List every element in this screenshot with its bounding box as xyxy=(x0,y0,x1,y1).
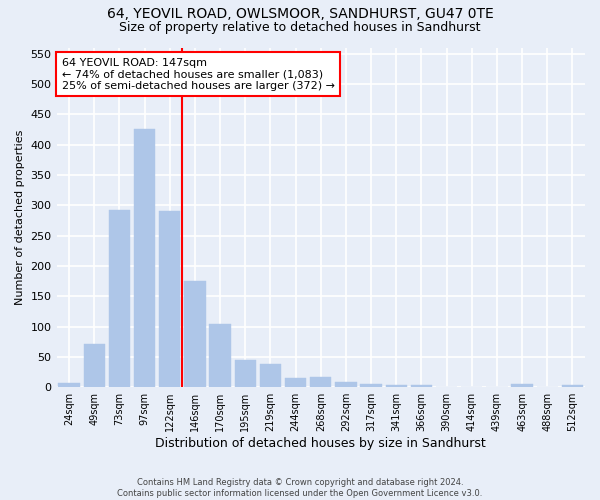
Bar xyxy=(335,382,356,387)
Y-axis label: Number of detached properties: Number of detached properties xyxy=(15,130,25,305)
Bar xyxy=(436,386,457,387)
Bar xyxy=(209,324,231,387)
Text: Contains HM Land Registry data © Crown copyright and database right 2024.
Contai: Contains HM Land Registry data © Crown c… xyxy=(118,478,482,498)
Bar xyxy=(361,384,382,387)
X-axis label: Distribution of detached houses by size in Sandhurst: Distribution of detached houses by size … xyxy=(155,437,486,450)
Bar xyxy=(310,377,331,387)
Text: Size of property relative to detached houses in Sandhurst: Size of property relative to detached ho… xyxy=(119,21,481,34)
Text: 64 YEOVIL ROAD: 147sqm
← 74% of detached houses are smaller (1,083)
25% of semi-: 64 YEOVIL ROAD: 147sqm ← 74% of detached… xyxy=(62,58,335,91)
Text: 64, YEOVIL ROAD, OWLSMOOR, SANDHURST, GU47 0TE: 64, YEOVIL ROAD, OWLSMOOR, SANDHURST, GU… xyxy=(107,8,493,22)
Bar xyxy=(235,360,256,387)
Bar xyxy=(184,281,206,387)
Bar xyxy=(386,385,407,387)
Bar xyxy=(58,383,80,387)
Bar xyxy=(461,386,482,387)
Bar xyxy=(83,344,105,387)
Bar xyxy=(109,210,130,387)
Bar xyxy=(260,364,281,387)
Bar xyxy=(536,386,558,387)
Bar xyxy=(562,386,583,387)
Bar xyxy=(411,386,432,387)
Bar xyxy=(159,210,181,387)
Bar xyxy=(511,384,533,387)
Bar xyxy=(134,130,155,387)
Bar xyxy=(285,378,307,387)
